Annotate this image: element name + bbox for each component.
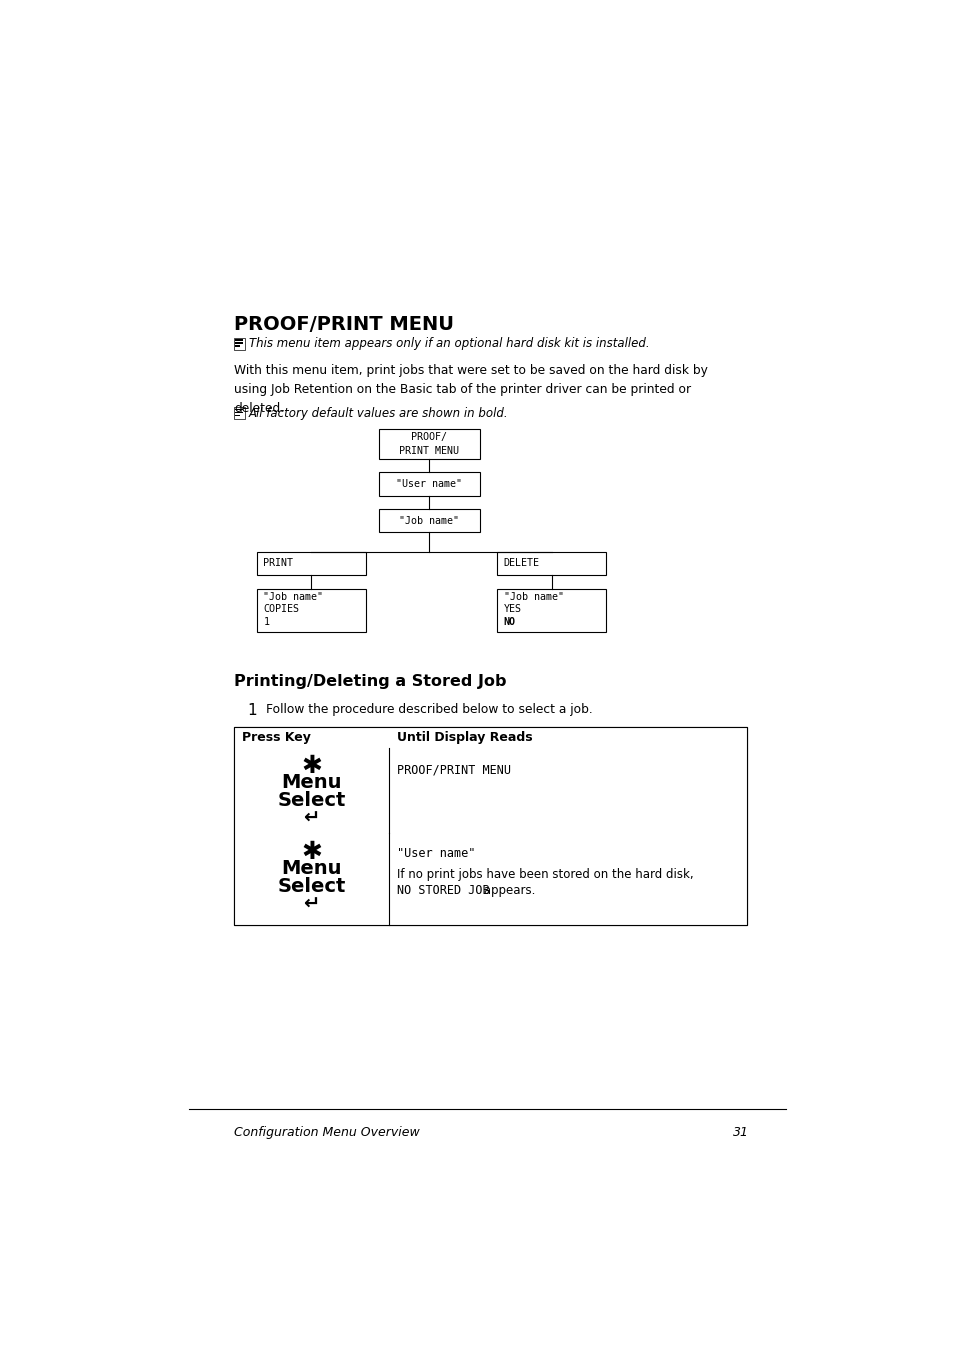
Text: Select: Select bbox=[277, 877, 345, 896]
Text: DELETE: DELETE bbox=[503, 558, 539, 569]
Text: This menu item appears only if an optional hard disk kit is installed.: This menu item appears only if an option… bbox=[249, 338, 649, 350]
Text: PROOF/PRINT MENU: PROOF/PRINT MENU bbox=[396, 763, 510, 777]
Bar bbox=[233, 338, 245, 350]
Text: NO: NO bbox=[503, 617, 516, 627]
Text: With this menu item, print jobs that were set to be saved on the hard disk by
us: With this menu item, print jobs that wer… bbox=[233, 363, 707, 415]
Text: Press Key: Press Key bbox=[241, 731, 311, 744]
Text: "Job name": "Job name" bbox=[399, 516, 458, 526]
Text: Printing/Deleting a Stored Job: Printing/Deleting a Stored Job bbox=[233, 674, 506, 689]
Bar bbox=[233, 832, 746, 925]
Bar bbox=[233, 727, 746, 748]
Bar bbox=[235, 408, 243, 411]
Text: PRINT: PRINT bbox=[263, 558, 294, 569]
Bar bbox=[233, 748, 746, 832]
Bar bbox=[497, 589, 605, 632]
Bar bbox=[235, 412, 243, 413]
Text: Follow the procedure described below to select a job.: Follow the procedure described below to … bbox=[266, 704, 593, 716]
Text: appears.: appears. bbox=[480, 884, 536, 897]
Text: "User name": "User name" bbox=[395, 480, 462, 489]
Text: NO STORED JOB: NO STORED JOB bbox=[396, 884, 489, 897]
Text: Menu: Menu bbox=[281, 859, 341, 878]
Bar bbox=[378, 473, 479, 496]
Text: Configuration Menu Overview: Configuration Menu Overview bbox=[233, 1127, 419, 1139]
Bar bbox=[378, 430, 479, 458]
Bar bbox=[257, 589, 365, 632]
Bar bbox=[235, 339, 243, 340]
Text: ✱: ✱ bbox=[300, 840, 321, 865]
Text: ↵: ↵ bbox=[303, 809, 319, 828]
Text: ✱: ✱ bbox=[300, 754, 321, 778]
Text: ↵: ↵ bbox=[303, 894, 319, 913]
Text: PROOF/PRINT MENU: PROOF/PRINT MENU bbox=[233, 315, 454, 334]
Bar bbox=[235, 415, 240, 416]
Text: 1: 1 bbox=[263, 617, 269, 627]
Text: Until Display Reads: Until Display Reads bbox=[396, 731, 532, 744]
Text: If no print jobs have been stored on the hard disk,: If no print jobs have been stored on the… bbox=[396, 869, 693, 881]
Bar bbox=[235, 346, 240, 347]
Text: Menu: Menu bbox=[281, 773, 341, 792]
Bar bbox=[378, 509, 479, 532]
Text: COPIES: COPIES bbox=[263, 604, 299, 615]
Text: 31: 31 bbox=[732, 1127, 748, 1139]
Bar bbox=[233, 727, 746, 925]
Text: Select: Select bbox=[277, 790, 345, 811]
Text: YES: YES bbox=[503, 604, 521, 615]
Bar bbox=[257, 551, 365, 574]
Text: "User name": "User name" bbox=[396, 847, 475, 859]
Text: All factory default values are shown in bold.: All factory default values are shown in … bbox=[249, 407, 508, 420]
Bar bbox=[233, 407, 245, 419]
Text: 1: 1 bbox=[247, 704, 256, 719]
Text: PROOF/
PRINT MENU: PROOF/ PRINT MENU bbox=[399, 432, 458, 455]
Text: "Job name": "Job name" bbox=[503, 592, 563, 603]
Text: "Job name": "Job name" bbox=[263, 592, 323, 603]
Bar bbox=[235, 342, 243, 345]
Bar bbox=[497, 551, 605, 574]
